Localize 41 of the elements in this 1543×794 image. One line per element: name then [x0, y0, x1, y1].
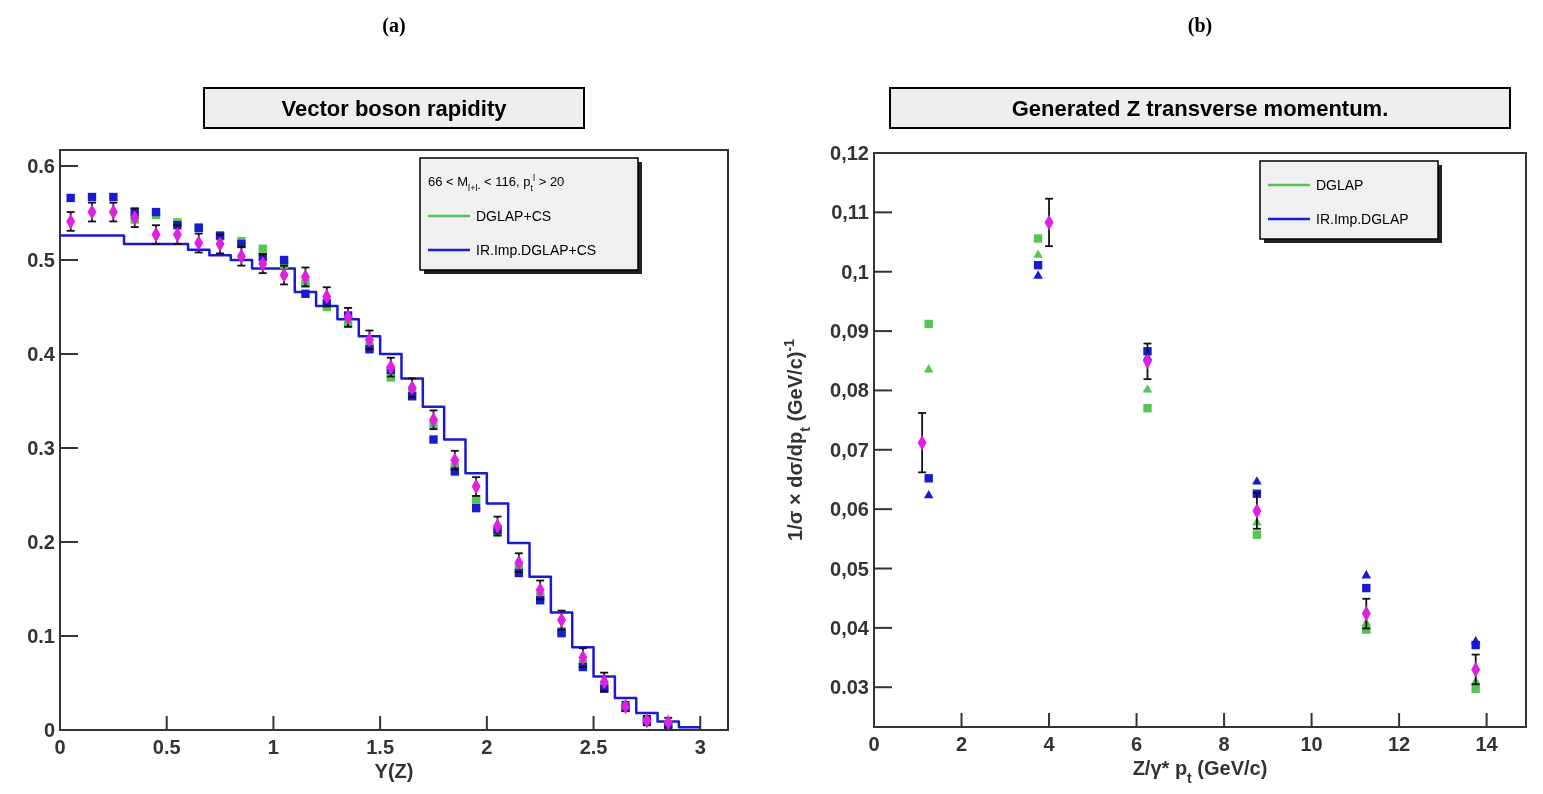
x-tick-label: 2.5 — [579, 736, 608, 758]
y-tick-label: 0,07 — [830, 438, 869, 461]
y-tick-label: 0,06 — [830, 498, 869, 521]
y-tick-label: 0.03 — [830, 676, 869, 699]
chart-title: Generated Z transverse momentum. — [1011, 96, 1389, 121]
x-axis-title: Y(Z) — [374, 760, 414, 782]
chart-title: Vector boson rapidity — [281, 96, 508, 121]
x-tick-label: 8 — [1218, 733, 1230, 755]
y-tick-label: 0.6 — [27, 154, 55, 177]
y-tick-label: 0,1 — [841, 260, 869, 283]
text: (b) — [1187, 14, 1213, 37]
legend-label: DGLAP — [1316, 177, 1364, 193]
x-tick-label: 6 — [1130, 733, 1143, 755]
x-tick-label: 14 — [1475, 733, 1499, 755]
y-tick-label: 0,04 — [830, 616, 870, 639]
y-tick-label: 0,11 — [831, 201, 869, 224]
x-tick-label: 4 — [1043, 733, 1056, 755]
x-tick-label: 3 — [694, 736, 706, 758]
x-tick-label: 2 — [955, 733, 968, 755]
x-tick-label: 0.5 — [152, 736, 181, 758]
y-tick-label: 0,09 — [830, 320, 869, 343]
x-tick-label: 12 — [1387, 733, 1411, 755]
y-tick-label: 0.2 — [27, 530, 55, 553]
x-tick-label: 2 — [481, 736, 493, 758]
legend-title: 66 < M$_{l+l-}$ < 116, p$_{t}$$^{l}$ > 20 — [428, 173, 565, 193]
x-tick-label: 10 — [1300, 733, 1323, 755]
y-tick-label: 0,12 — [830, 142, 869, 164]
x-axis-title: Z/γ* p$_{t}$ (GeV/c) — [1132, 757, 1268, 786]
y-tick-label: 0.3 — [27, 436, 55, 459]
legend-label: DGLAP+CS — [476, 208, 552, 224]
y-tick-label: 0.1 — [27, 625, 55, 647]
legend-label: IR.Imp.DGLAP — [1316, 211, 1409, 227]
y-tick-label: 0,08 — [830, 379, 869, 402]
x-tick-label: 1.5 — [366, 736, 395, 758]
text: (a) — [382, 14, 406, 37]
y-tick-label: 0.5 — [27, 248, 55, 271]
x-tick-label: 1 — [267, 736, 279, 758]
y-tick-label: 0 — [43, 719, 55, 741]
y-tick-label: 0.4 — [27, 342, 56, 365]
legend-label: IR.Imp.DGLAP+CS — [476, 242, 597, 258]
y-tick-label: 0,05 — [830, 557, 869, 580]
